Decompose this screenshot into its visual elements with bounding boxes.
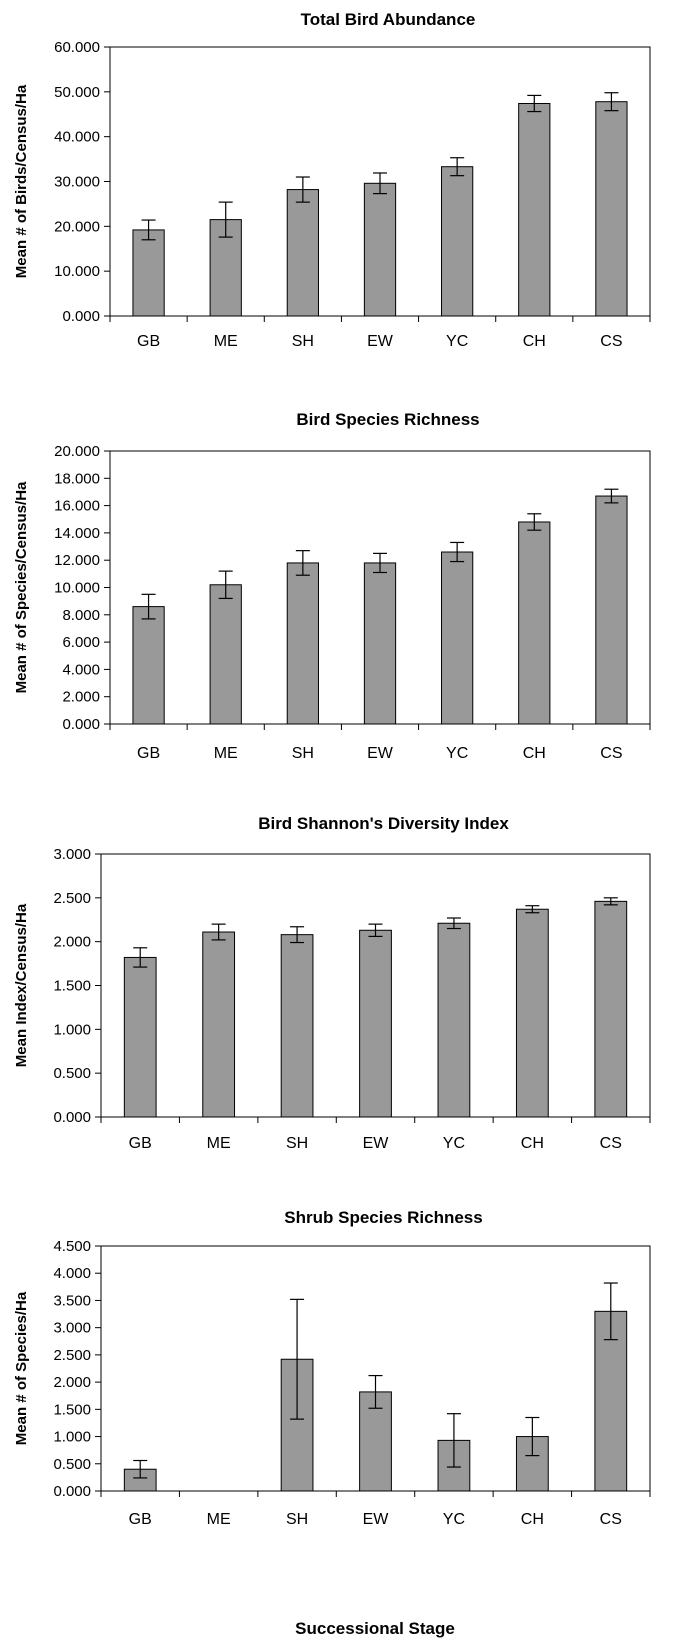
bar-ew bbox=[363, 562, 397, 725]
x-tick-label: SH bbox=[292, 333, 314, 350]
y-tick-label: 3.000 bbox=[53, 846, 91, 863]
bar-ew bbox=[359, 929, 392, 1118]
bar-yc bbox=[437, 922, 471, 1118]
y-tick-label: 4.500 bbox=[53, 1238, 91, 1255]
y-tick-label: 2.000 bbox=[62, 689, 100, 706]
y-tick-label: 16.000 bbox=[54, 498, 100, 515]
bar-cs bbox=[595, 495, 628, 725]
y-tick-label: 0.000 bbox=[53, 1109, 91, 1126]
chart-title: Total Bird Abundance bbox=[301, 10, 476, 29]
x-tick-label: GB bbox=[137, 333, 160, 350]
x-tick-label: CH bbox=[521, 1135, 544, 1152]
y-tick-label: 0.500 bbox=[53, 1456, 91, 1473]
y-tick-label: 10.000 bbox=[54, 263, 100, 280]
y-tick-label: 0.000 bbox=[53, 1483, 91, 1500]
x-tick-label: YC bbox=[446, 333, 468, 350]
x-tick-label: CS bbox=[600, 1135, 622, 1152]
chart-title: Bird Species Richness bbox=[296, 410, 479, 429]
y-tick-label: 2.000 bbox=[53, 1374, 91, 1391]
x-tick-label: CH bbox=[521, 1511, 544, 1528]
y-tick-label: 18.000 bbox=[54, 470, 100, 487]
y-tick-label: 20.000 bbox=[54, 443, 100, 460]
y-tick-label: 10.000 bbox=[54, 580, 100, 597]
x-tick-label: EW bbox=[367, 333, 394, 350]
chart-panel: Bird Species Richness Mean # of Species/C… bbox=[13, 410, 651, 762]
y-tick-label: 2.500 bbox=[53, 890, 91, 907]
y-axis-label: Mean # of Birds/Census/Ha bbox=[13, 84, 30, 278]
bar-me bbox=[209, 584, 242, 725]
bar-ch bbox=[518, 102, 551, 317]
bar-yc bbox=[441, 551, 474, 725]
bar-ch bbox=[515, 908, 549, 1118]
y-tick-label: 1.500 bbox=[53, 1401, 91, 1418]
bar-cs bbox=[595, 101, 628, 317]
y-axis-label: Mean # of Species/Census/Ha bbox=[13, 481, 30, 693]
y-tick-label: 1.500 bbox=[53, 978, 91, 995]
y-tick-label: 50.000 bbox=[54, 84, 100, 101]
x-tick-label: EW bbox=[363, 1135, 390, 1152]
y-tick-label: 4.000 bbox=[62, 661, 100, 678]
figure-xlabel: Successional Stage bbox=[295, 1619, 455, 1638]
bar-sh bbox=[286, 189, 319, 317]
x-tick-label: YC bbox=[443, 1135, 465, 1152]
x-tick-label: GB bbox=[137, 745, 160, 762]
x-tick-label: EW bbox=[363, 1511, 390, 1528]
x-tick-label: GB bbox=[129, 1135, 152, 1152]
chart-panel: Shrub Species Richness Mean # of Species/… bbox=[13, 1208, 651, 1528]
y-tick-label: 2.500 bbox=[53, 1347, 91, 1364]
x-tick-label: ME bbox=[214, 745, 238, 762]
bar-sh bbox=[286, 562, 319, 725]
bar-cs bbox=[594, 900, 628, 1118]
x-tick-label: SH bbox=[292, 745, 314, 762]
y-tick-label: 3.500 bbox=[53, 1292, 91, 1309]
x-tick-label: CS bbox=[600, 745, 622, 762]
y-tick-label: 40.000 bbox=[54, 129, 100, 146]
y-tick-label: 60.000 bbox=[54, 39, 100, 56]
y-tick-label: 1.000 bbox=[53, 1021, 91, 1038]
bar-sh bbox=[280, 934, 314, 1118]
x-tick-label: CS bbox=[600, 1511, 622, 1528]
y-tick-label: 0.000 bbox=[62, 308, 100, 325]
x-tick-label: EW bbox=[367, 745, 394, 762]
y-tick-label: 30.000 bbox=[54, 174, 100, 191]
bar-me bbox=[202, 931, 236, 1118]
x-tick-label: CH bbox=[523, 745, 546, 762]
bar-gb bbox=[132, 606, 165, 725]
x-tick-label: GB bbox=[129, 1511, 152, 1528]
bar-gb bbox=[132, 229, 165, 317]
bar-gb bbox=[123, 956, 157, 1118]
y-tick-label: 0.000 bbox=[62, 716, 100, 733]
y-tick-label: 14.000 bbox=[54, 525, 100, 542]
y-tick-label: 1.000 bbox=[53, 1429, 91, 1446]
x-tick-label: CH bbox=[523, 333, 546, 350]
bar-ch bbox=[518, 521, 551, 725]
y-axis-label: Mean Index/Census/Ha bbox=[13, 903, 30, 1067]
y-axis-label: Mean # of Species/Ha bbox=[13, 1291, 30, 1445]
y-tick-label: 20.000 bbox=[54, 218, 100, 235]
x-tick-label: CS bbox=[600, 333, 622, 350]
y-tick-label: 2.000 bbox=[53, 934, 91, 951]
x-tick-label: SH bbox=[286, 1511, 308, 1528]
chart-title: Shrub Species Richness bbox=[284, 1208, 482, 1227]
y-tick-label: 4.000 bbox=[53, 1265, 91, 1282]
y-tick-label: 12.000 bbox=[54, 552, 100, 569]
x-tick-label: ME bbox=[214, 333, 238, 350]
chart-panel: Total Bird Abundance Mean # of Birds/Cens… bbox=[13, 10, 651, 350]
bar-yc bbox=[441, 166, 474, 317]
y-tick-label: 0.500 bbox=[53, 1065, 91, 1082]
chart-panel: Bird Shannon's Diversity Index Mean Index… bbox=[13, 814, 651, 1152]
y-tick-label: 3.000 bbox=[53, 1320, 91, 1337]
x-tick-label: ME bbox=[207, 1511, 231, 1528]
y-tick-label: 8.000 bbox=[62, 607, 100, 624]
bar-cs bbox=[594, 1310, 628, 1492]
y-tick-label: 6.000 bbox=[62, 634, 100, 651]
chart-title: Bird Shannon's Diversity Index bbox=[258, 814, 509, 833]
x-tick-label: YC bbox=[443, 1511, 465, 1528]
bar-ew bbox=[363, 182, 397, 317]
x-tick-label: YC bbox=[446, 745, 468, 762]
x-tick-label: ME bbox=[207, 1135, 231, 1152]
x-tick-label: SH bbox=[286, 1135, 308, 1152]
